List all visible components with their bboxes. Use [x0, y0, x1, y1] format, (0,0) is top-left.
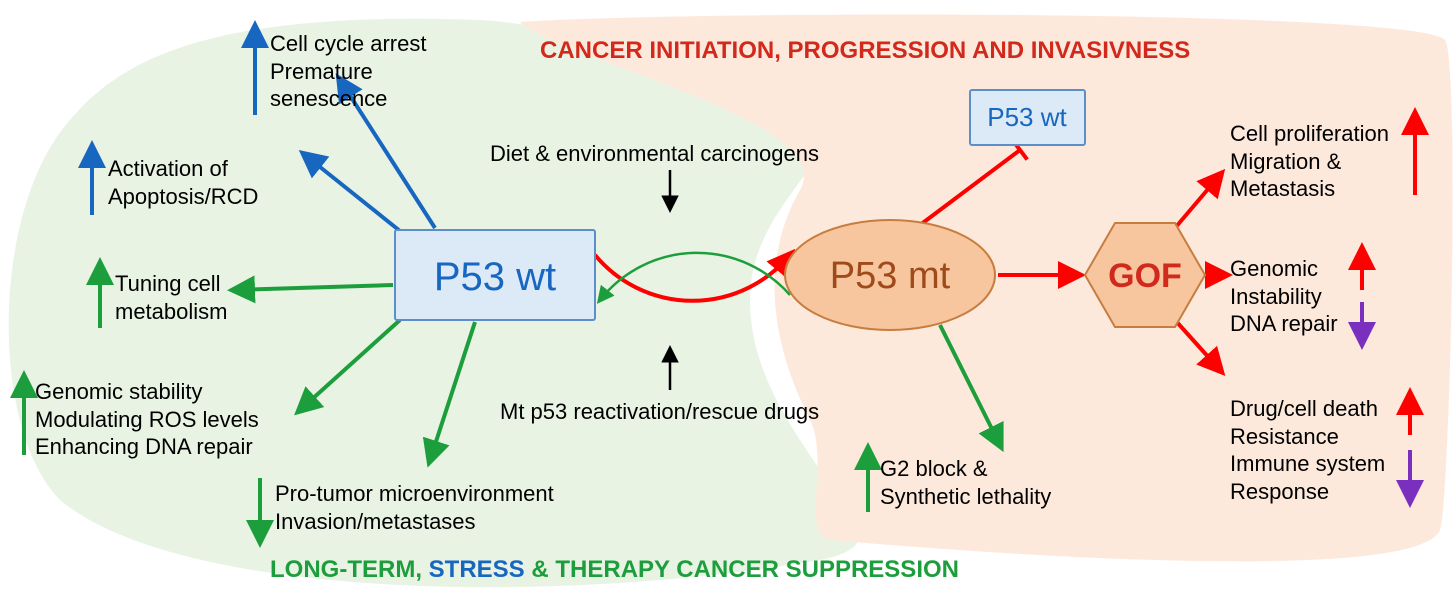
label-genomic-stab: Genomic stability Modulating ROS levels …	[35, 378, 259, 461]
label-diet: Diet & environmental carcinogens	[490, 140, 819, 168]
suppression-heading: LONG-TERM, STRESS & THERAPY CANCER SUPPR…	[270, 555, 959, 585]
node-p53wt-top: P53 wt	[970, 90, 1085, 145]
svg-text:P53 wt: P53 wt	[987, 102, 1067, 132]
diagram-stage: P53 wt P53 mt GOF P53 wt CANCER INITIATI…	[0, 0, 1456, 603]
svg-text:P53 wt: P53 wt	[434, 255, 556, 299]
label-g2block: G2 block & Synthetic lethality	[880, 455, 1051, 510]
label-protumor: Pro-tumor microenvironment Invasion/meta…	[275, 480, 554, 535]
label-proliferation: Cell proliferation Migration & Metastasi…	[1230, 120, 1389, 203]
label-cell-cycle: Cell cycle arrest Premature senescence	[270, 30, 426, 113]
label-apoptosis: Activation of Apoptosis/RCD	[108, 155, 258, 210]
label-instability: Genomic Instability DNA repair	[1230, 255, 1338, 338]
label-reactivation: Mt p53 reactivation/rescue drugs	[500, 398, 819, 426]
label-tuning: Tuning cell metabolism	[115, 270, 227, 325]
label-drug-resistance: Drug/cell death Resistance Immune system…	[1230, 395, 1385, 505]
svg-text:P53 mt: P53 mt	[830, 255, 951, 297]
node-p53mt: P53 mt	[785, 220, 995, 330]
cancer-heading: CANCER INITIATION, PROGRESSION AND INVAS…	[540, 36, 1190, 66]
node-p53wt-left: P53 wt	[395, 230, 595, 320]
svg-text:GOF: GOF	[1108, 257, 1182, 295]
